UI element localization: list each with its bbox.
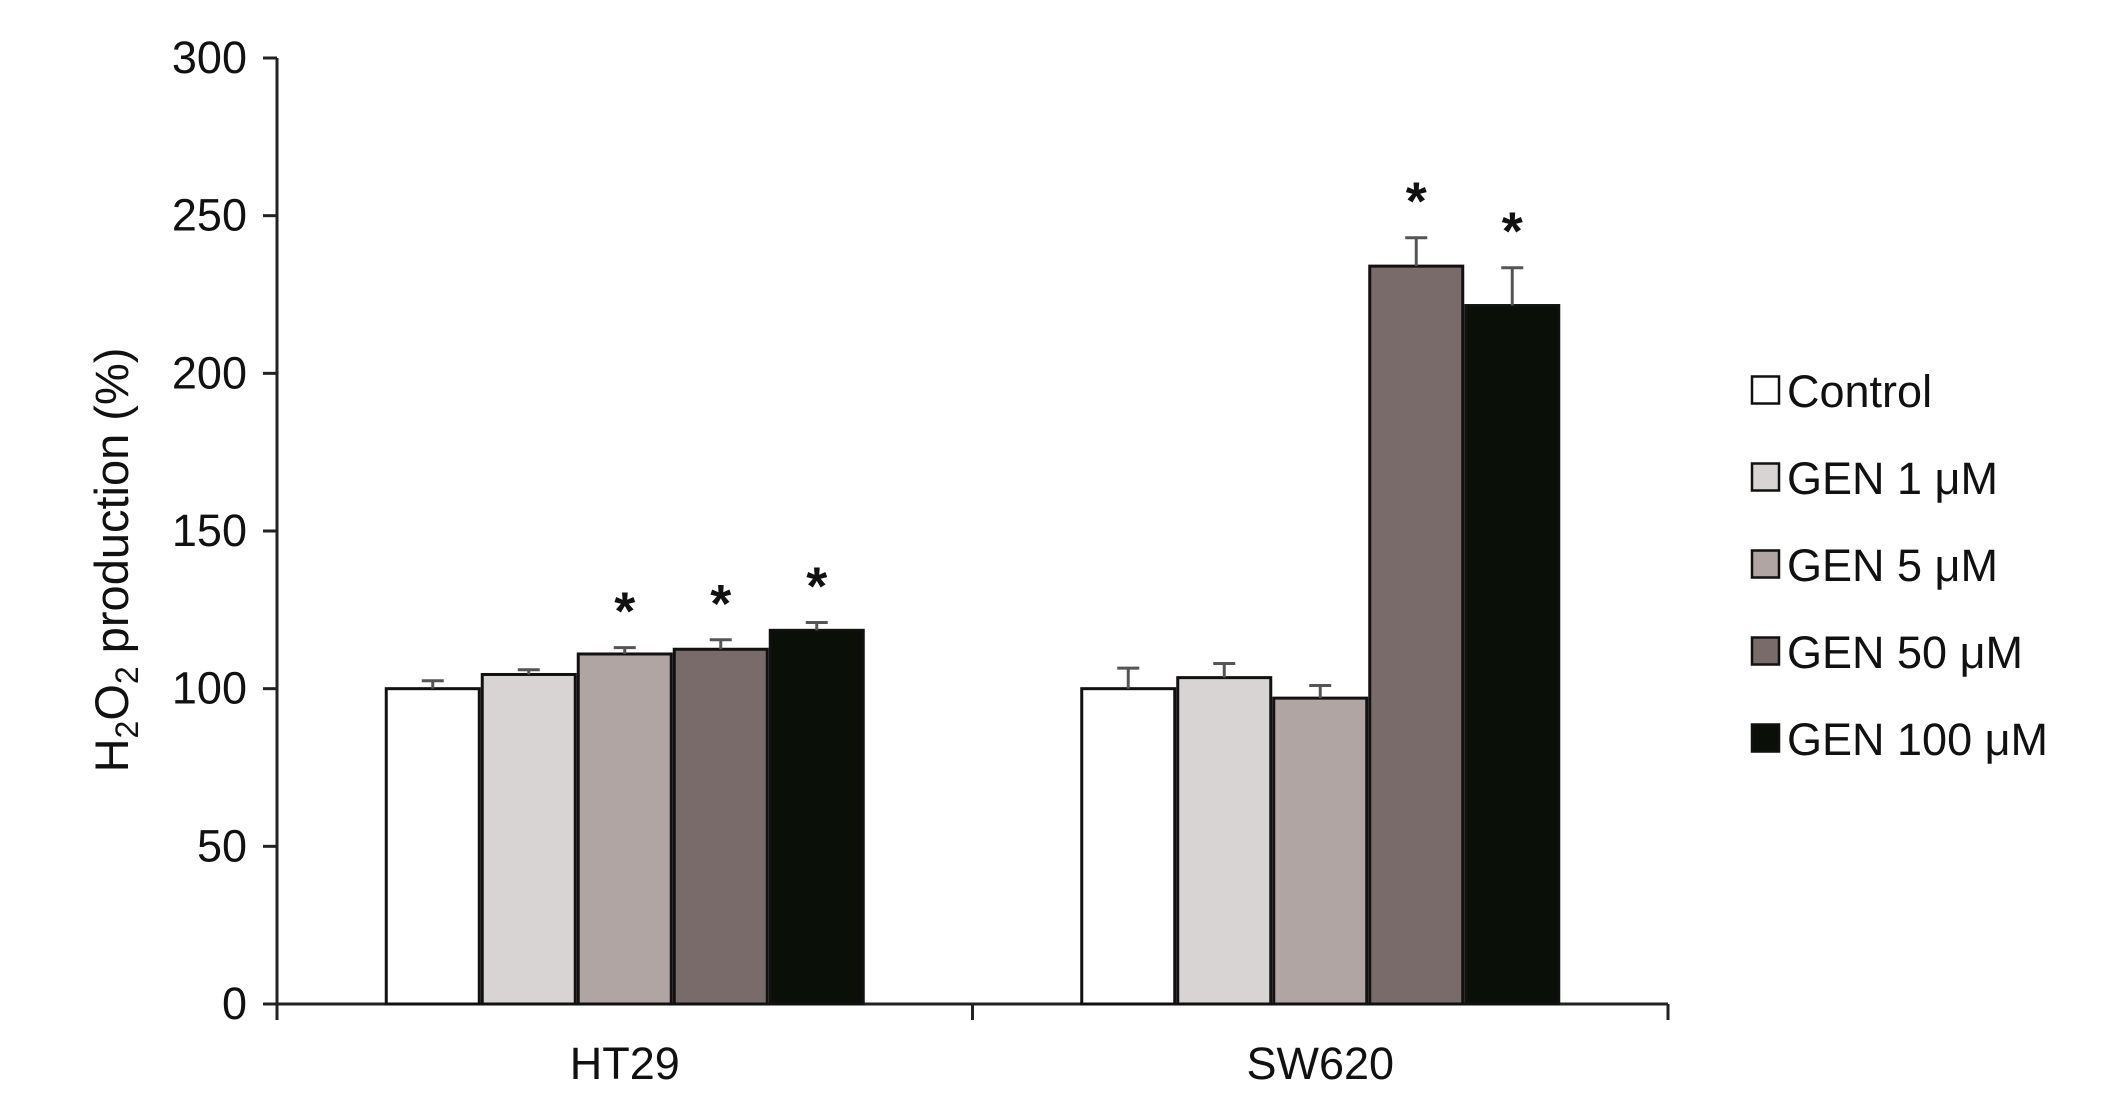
bar — [576, 652, 673, 1006]
x-category-label: SW620 — [1246, 1038, 1394, 1089]
y-tick-label: 250 — [172, 190, 247, 241]
significance-mark: * — [710, 574, 731, 634]
bar — [480, 672, 577, 1006]
significance-mark: * — [614, 582, 635, 642]
legend-swatch — [1750, 636, 1781, 666]
y-tick-label: 0 — [222, 978, 247, 1029]
bar — [1368, 264, 1465, 1006]
bar — [1176, 676, 1273, 1006]
bar — [1080, 687, 1177, 1006]
bar — [768, 628, 865, 1006]
legend-swatch — [1750, 549, 1781, 579]
legend-entry: GEN 5 μM — [1787, 540, 1998, 591]
legend-entry: GEN 1 μM — [1787, 453, 1998, 504]
y-axis-label: H2O2 production (%) — [85, 348, 145, 773]
y-tick-label: 50 — [197, 820, 247, 871]
x-category-label: HT29 — [570, 1038, 680, 1089]
bar — [1464, 304, 1561, 1006]
legend-entry: GEN 100 μM — [1787, 714, 2048, 765]
y-tick-label: 100 — [172, 663, 247, 714]
legend-swatch — [1750, 723, 1781, 753]
significance-mark: * — [1406, 172, 1427, 232]
legend-entry: Control — [1787, 366, 1932, 417]
bar — [1272, 696, 1369, 1006]
significance-mark: * — [1502, 202, 1523, 262]
y-tick-label: 200 — [172, 347, 247, 398]
y-axis-label-pre: H — [85, 738, 138, 772]
significance-mark: * — [806, 556, 827, 616]
y-axis-label-post: production (%) — [85, 348, 138, 667]
y-axis-label-sub1: 2 — [109, 721, 145, 739]
legend-swatch — [1750, 462, 1781, 492]
bar — [672, 647, 769, 1006]
bar — [384, 687, 481, 1006]
y-tick-label: 150 — [172, 505, 247, 556]
y-axis-label-sub2: 2 — [109, 666, 145, 684]
y-tick-label: 300 — [172, 32, 247, 83]
y-axis-label-mid: O — [85, 684, 138, 721]
legend-swatch — [1750, 375, 1781, 405]
legend-entry: GEN 50 μM — [1787, 627, 2023, 678]
